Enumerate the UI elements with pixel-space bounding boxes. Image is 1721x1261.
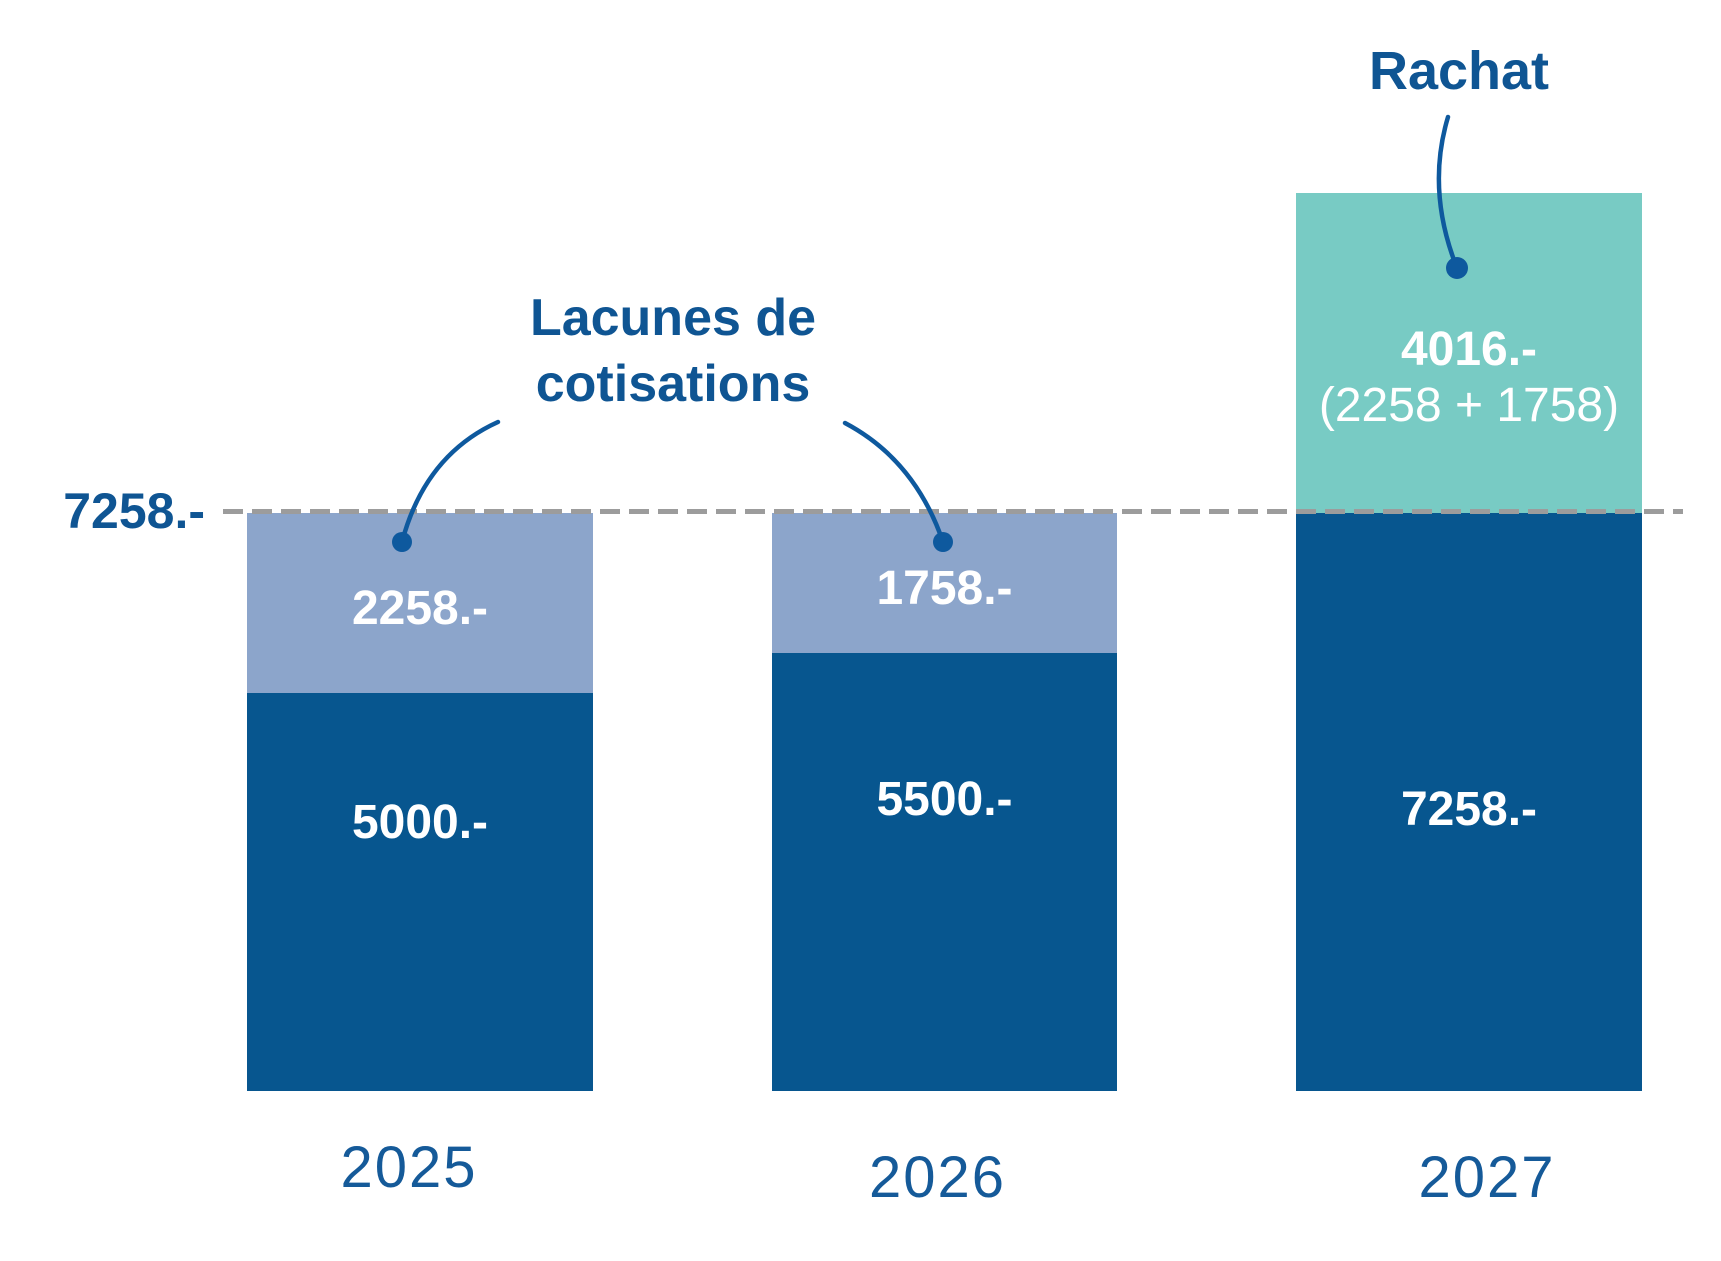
bar-value-label: 7258.- [1400, 783, 1538, 836]
bar-2025: 2258.- 5000.- [247, 513, 593, 1091]
rachat-annotation-title: Rachat [1368, 41, 1550, 101]
segment-base-2025: 5000.- [247, 692, 593, 1091]
bar-value-label: 1758.- [876, 562, 1013, 615]
segment-base-2027: 7258.- [1296, 513, 1642, 1091]
segment-base-2026: 5500.- [772, 653, 1117, 1091]
category-label-2025: 2025 [340, 1135, 478, 1200]
bar-value-label: 5500.- [876, 773, 1013, 826]
segment-gap-2025: 2258.- [247, 513, 593, 693]
category-label-2026: 2026 [868, 1145, 1007, 1210]
bar-2026: 1758.- 5500.- [772, 513, 1117, 1091]
gaps-annotation-line2: cotisations [535, 355, 811, 413]
bar-value-sublabel: (2258 + 1758) [1318, 379, 1620, 433]
segment-gap-2026: 1758.- [772, 513, 1117, 653]
category-label-2027: 2027 [1418, 1145, 1556, 1210]
reference-dashed-line [223, 509, 1683, 514]
gaps-annotation-line1: Lacunes de [529, 289, 817, 347]
reference-value-label: 7258.- [63, 483, 205, 539]
bar-value-label: 5000.- [351, 795, 489, 849]
rachat-value-labels: 4016.- (2258 + 1758) [1296, 322, 1642, 434]
gaps-annotation-title: Lacunes de cotisations [433, 285, 913, 417]
bar-2027: 4016.- (2258 + 1758) 7258.- [1296, 193, 1642, 1091]
bar-value-label: 2258.- [351, 581, 489, 635]
bar-value-label: 4016.- [1400, 323, 1538, 377]
segment-rachat-2027: 4016.- (2258 + 1758) [1296, 193, 1642, 513]
